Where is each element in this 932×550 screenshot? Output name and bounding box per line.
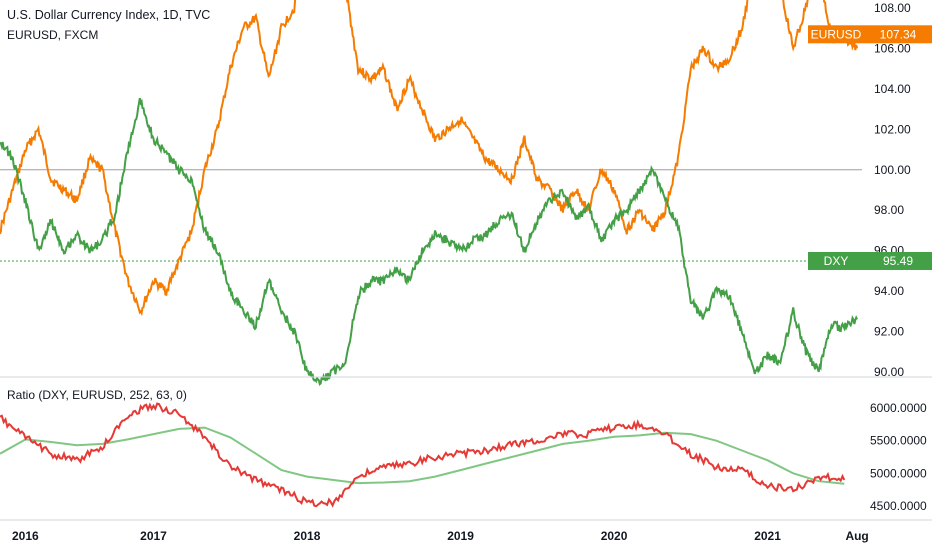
main-symbol-legend[interactable]: U.S. Dollar Currency Index, 1D, TVC [7,8,211,22]
time-axis-tick-5: 2021 [754,529,781,543]
price-label-value-0: 107.34 [880,27,917,41]
dxy-series-line [0,98,858,386]
time-axis-tick-1: 2017 [140,529,167,543]
price-label-value-bg-1 [864,251,932,270]
compare-symbol-legend[interactable]: EURUSD, FXCM [7,28,99,42]
main-axis-tick-7: 94.00 [874,284,904,298]
price-label-value-bg-0 [864,25,932,44]
main-axis-tick-2: 104.00 [874,82,911,96]
main-axis-tick-5: 98.00 [874,203,904,217]
eurusd-series-line [0,0,859,317]
time-axis-tick-2: 2018 [294,529,321,543]
price-label-name-bg-0 [808,25,864,44]
main-axis-tick-4: 100.00 [874,163,911,177]
ratio-line [0,402,846,508]
indicator-axis-tick-1: 5500.0000 [870,434,927,448]
main-axis-tick-8: 92.00 [874,325,904,339]
main-price-axis[interactable]: 108.00106.00104.00102.00100.0098.0096.00… [874,1,911,379]
price-label-name-0: EURUSD [811,27,862,41]
main-axis-tick-9: 90.00 [874,365,904,379]
price-label-value-1: 95.49 [883,254,913,268]
time-axis-tick-0: 2016 [12,529,39,543]
indicator-axis-tick-2: 5000.0000 [870,466,927,480]
indicator-axis-tick-3: 4500.0000 [870,499,927,513]
indicator-pane[interactable] [0,402,846,508]
indicator-legend[interactable]: Ratio (DXY, EURUSD, 252, 63, 0) [7,388,187,402]
main-pane[interactable] [0,0,862,386]
time-axis[interactable]: 2016 2017 2018 2019 2020 2021 Aug [0,519,932,543]
time-axis-tick-4: 2020 [601,529,628,543]
time-axis-tick-6: Aug [845,529,868,543]
time-axis-tick-3: 2019 [447,529,474,543]
price-label-name-bg-1 [808,251,864,270]
indicator-axis-tick-0: 6000.0000 [870,401,927,415]
indicator-price-axis[interactable]: 6000.0000 5500.0000 5000.0000 4500.0000 [870,401,927,513]
main-axis-tick-3: 102.00 [874,122,911,136]
price-labels: EURUSD 107.34 DXY 95.49 [808,25,932,270]
ratio-ma-line [0,426,845,485]
main-axis-tick-0: 108.00 [874,1,911,15]
main-axis-tick-1: 106.00 [874,41,911,55]
price-label-name-1: DXY [824,254,849,268]
